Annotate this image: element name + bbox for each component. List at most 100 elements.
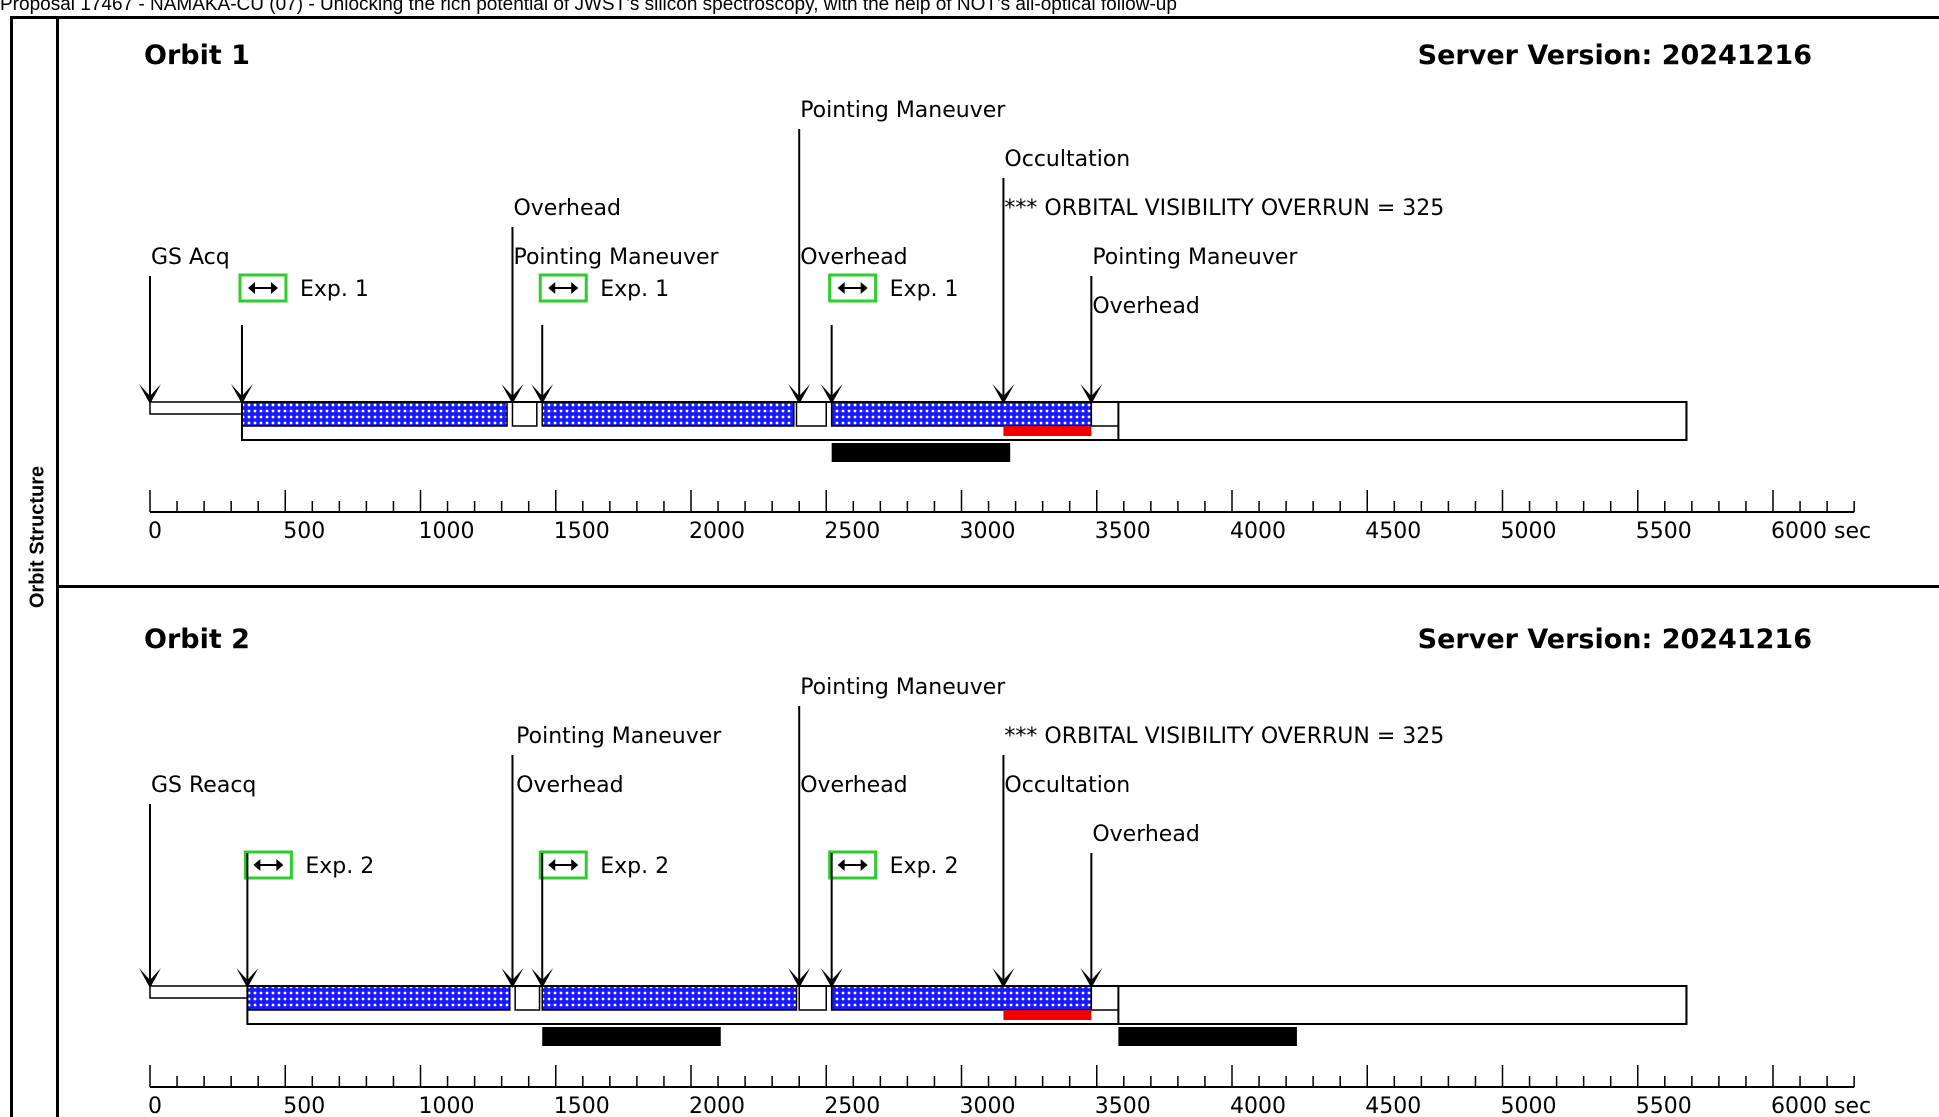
event-label: Pointing Maneuver <box>1092 245 1298 270</box>
event-label: *** ORBITAL VISIBILITY OVERRUN = 325 <box>1004 724 1444 749</box>
down-arrow-icon <box>820 968 843 988</box>
exposure-marker: Exp. 1 <box>828 273 959 303</box>
visibility-window <box>1117 401 1688 441</box>
axis-tick-label: 3500 <box>1095 519 1151 544</box>
axis-tick-label: 2500 <box>824 1094 880 1117</box>
down-arrow-icon <box>501 968 524 988</box>
proposal-header: Proposal 17467 - NAMAKA-CU (07) - Unlock… <box>0 0 1177 15</box>
exposure-marker: Exp. 1 <box>538 273 669 303</box>
axis-tick-label: 4500 <box>1365 519 1421 544</box>
visibility-outline <box>246 985 1688 1025</box>
axis-tick-label: 5500 <box>1636 1094 1692 1117</box>
axis-tick-label: 0 <box>148 1094 162 1117</box>
axis-tick-label: 1000 <box>419 519 475 544</box>
down-arrow-icon <box>531 384 554 404</box>
exposure-label: Exp. 1 <box>300 277 369 302</box>
down-arrow-icon <box>992 968 1015 988</box>
event-label: Overhead <box>800 773 907 798</box>
visibility-outline <box>240 401 1688 441</box>
overhead-segment <box>149 401 243 415</box>
orbit-title: Orbit 2 <box>144 624 250 655</box>
exposure-segment <box>541 401 795 427</box>
overhead-segment <box>514 985 541 1011</box>
axis-tick-label: 4500 <box>1365 1094 1421 1117</box>
axis-tick-label: 500 <box>283 1094 325 1117</box>
exposure-segment <box>246 985 511 1011</box>
axis-tick-label: 5500 <box>1636 519 1692 544</box>
event-label: Overhead <box>513 196 620 221</box>
event-label: Overhead <box>516 773 623 798</box>
exposure-segment <box>541 985 798 1011</box>
axis-tick-label: 6000 sec <box>1771 519 1871 544</box>
axis-tick-label: 3500 <box>1095 1094 1151 1117</box>
axis-tick-label: 4000 <box>1230 1094 1286 1117</box>
event-label: Pointing Maneuver <box>516 724 722 749</box>
axis-tick-label: 5000 <box>1501 1094 1557 1117</box>
down-arrow-icon <box>139 384 161 404</box>
exposure-segment <box>241 401 508 427</box>
event-label: GS Acq <box>151 245 230 270</box>
double-arrow-icon-heads <box>253 859 284 871</box>
overhead-segment <box>798 985 828 1011</box>
axis-tick-label: 3000 <box>960 519 1016 544</box>
event-label: Pointing Maneuver <box>800 98 1006 123</box>
down-arrow-icon <box>230 384 253 404</box>
axis-tick-label: 2000 <box>689 519 745 544</box>
exposure-label: Exp. 1 <box>890 277 959 302</box>
double-arrow-icon <box>538 273 588 303</box>
overrun-bar <box>1003 426 1092 436</box>
event-label: GS Reacq <box>151 773 256 798</box>
exposure-marker: Exp. 1 <box>238 273 369 303</box>
exposure-label: Exp. 2 <box>600 854 669 879</box>
event-label: Overhead <box>1092 822 1199 847</box>
server-version: Server Version: 20241216 <box>1418 40 1812 71</box>
exposure-marker: Exp. 2 <box>538 850 669 880</box>
event-label: Occultation <box>1004 147 1130 172</box>
axis-tick-label: 2500 <box>824 519 880 544</box>
sidebar-column <box>10 16 59 1117</box>
exposure-label: Exp. 1 <box>600 277 669 302</box>
overhead-segment <box>511 401 538 427</box>
axis-tick-label: 1500 <box>554 519 610 544</box>
down-arrow-icon <box>1080 384 1103 404</box>
down-arrow-icon <box>992 384 1015 404</box>
down-arrow-icon <box>531 968 554 988</box>
axis-tick-label: 0 <box>148 519 162 544</box>
event-label: Pointing Maneuver <box>513 245 719 270</box>
down-arrow-icon <box>788 968 811 988</box>
occultation-bar <box>1118 1027 1297 1046</box>
exposure-label: Exp. 2 <box>305 854 374 879</box>
double-arrow-icon-heads <box>837 859 868 871</box>
down-arrow-icon <box>236 968 259 988</box>
event-label: Pointing Maneuver <box>800 675 1006 700</box>
down-arrow-icon <box>501 384 524 404</box>
event-label: Overhead <box>1092 294 1199 319</box>
overhead-segment <box>795 401 827 427</box>
exposure-marker: Exp. 2 <box>828 850 959 880</box>
event-label: Occultation <box>1004 773 1130 798</box>
orbit-structure-frame <box>10 16 1939 1117</box>
axis-tick-label: 1000 <box>419 1094 475 1117</box>
axis-tick-label: 2000 <box>689 1094 745 1117</box>
exposure-marker: Exp. 2 <box>243 850 374 880</box>
overhead-segment <box>149 985 249 999</box>
overhead-segment <box>1090 401 1120 427</box>
server-version: Server Version: 20241216 <box>1418 624 1812 655</box>
double-arrow-icon-heads <box>837 282 868 294</box>
exposure-label: Exp. 2 <box>890 854 959 879</box>
double-arrow-icon-heads <box>548 859 579 871</box>
axis-tick-label: 3000 <box>960 1094 1016 1117</box>
double-arrow-icon <box>243 850 293 880</box>
orbit-title: Orbit 1 <box>144 40 250 71</box>
event-label: *** ORBITAL VISIBILITY OVERRUN = 325 <box>1004 196 1444 221</box>
axis-tick-label: 6000 sec <box>1771 1094 1871 1117</box>
overrun-bar <box>1003 1010 1092 1020</box>
down-arrow-icon <box>139 968 161 988</box>
axis-tick-label: 500 <box>283 519 325 544</box>
axis-tick-label: 1500 <box>554 1094 610 1117</box>
down-arrow-icon <box>820 384 843 404</box>
down-arrow-icon <box>1080 968 1103 988</box>
double-arrow-icon-heads <box>247 282 278 294</box>
double-arrow-icon-heads <box>548 282 579 294</box>
